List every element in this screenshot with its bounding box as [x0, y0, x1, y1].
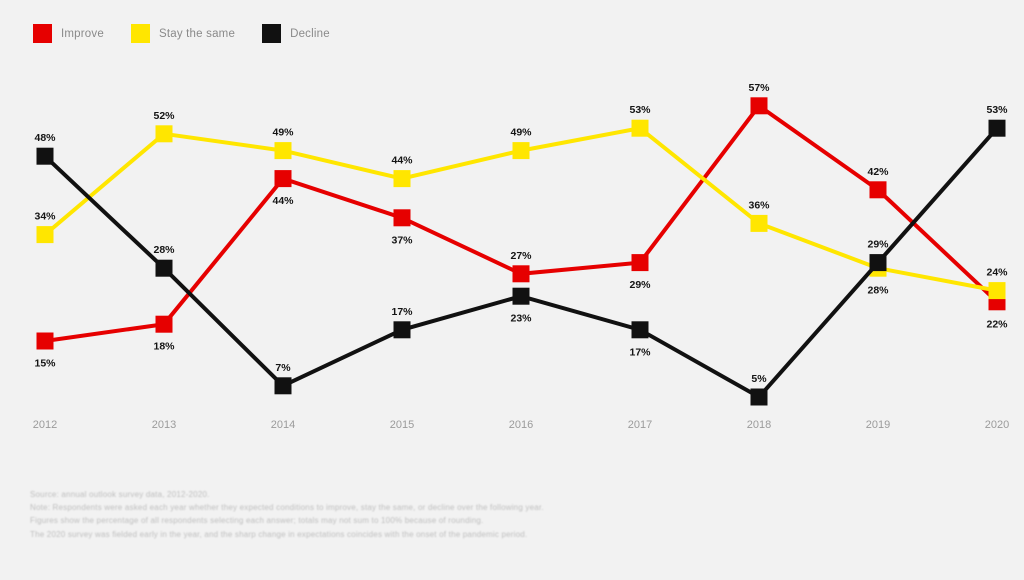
legend-item-decline: Decline — [262, 24, 330, 43]
data-label: 53% — [986, 104, 1008, 116]
data-label: 17% — [629, 346, 651, 358]
data-point-marker — [36, 147, 54, 165]
data-point-marker — [393, 321, 411, 339]
data-label: 57% — [748, 82, 770, 94]
line-chart: 15% 18% 44% 37% 27% 29% 57% 42% 22% 34% 52% 49% 44% 4… — [34, 82, 1008, 406]
data-label: 48% — [34, 132, 56, 144]
series-line-improve — [44, 103, 999, 343]
series-line-decline — [43, 126, 999, 400]
data-point-marker — [869, 254, 887, 272]
data-point-marker — [36, 226, 54, 244]
data-label: 29% — [629, 279, 651, 291]
data-point-marker — [750, 97, 768, 115]
data-label: 44% — [272, 195, 294, 207]
data-label: 22% — [986, 318, 1008, 330]
legend-label: Improve — [61, 27, 104, 40]
x-axis-tick-2016: 2016 — [508, 419, 534, 431]
data-point-marker — [274, 142, 292, 160]
data-point-marker — [155, 125, 173, 143]
data-point-marker — [631, 119, 649, 137]
data-label: 44% — [391, 155, 413, 167]
x-axis-tick-2020: 2020 — [984, 419, 1010, 431]
legend-item-stay-the-same: Stay the same — [130, 24, 236, 43]
x-axis-tick-2014: 2014 — [270, 419, 296, 431]
data-label: 7% — [275, 362, 291, 374]
data-label: 34% — [34, 211, 56, 223]
data-label: 23% — [510, 313, 532, 325]
data-label: 53% — [629, 104, 651, 116]
legend-label: Stay the same — [158, 27, 236, 40]
footnote-line: The 2020 survey was fielded early in the… — [30, 529, 528, 539]
data-label: 42% — [867, 166, 889, 178]
footnote-line: Source: annual outlook survey data, 2012… — [30, 490, 210, 499]
data-point-marker — [512, 287, 530, 305]
data-point-marker — [631, 254, 649, 272]
x-axis-tick-2019: 2019 — [865, 419, 891, 431]
legend-swatch-icon — [262, 24, 282, 43]
data-point-marker — [36, 332, 54, 350]
data-point-marker — [750, 214, 768, 232]
legend-swatch-icon — [33, 24, 52, 43]
x-axis-tick-2018: 2018 — [746, 419, 772, 431]
data-label: 28% — [153, 244, 175, 256]
data-label: 37% — [391, 234, 413, 246]
data-label: 36% — [748, 199, 770, 211]
data-label: 29% — [867, 239, 889, 251]
data-point-marker — [155, 315, 173, 333]
data-label: 5% — [751, 373, 767, 385]
data-point-marker — [869, 181, 887, 199]
data-label: 18% — [153, 341, 175, 353]
data-label: 27% — [510, 250, 532, 262]
data-point-marker — [274, 170, 292, 188]
data-label: 49% — [272, 127, 294, 139]
legend-label: Decline — [290, 27, 330, 40]
legend-swatch-icon — [130, 24, 150, 43]
data-point-marker — [393, 209, 411, 227]
footnote-line: Note: Respondents were asked each year w… — [30, 503, 544, 513]
data-label: 15% — [34, 358, 56, 370]
data-point-marker — [988, 282, 1006, 300]
x-axis-tick-2015: 2015 — [389, 419, 415, 431]
x-axis-tick-2017: 2017 — [627, 419, 653, 431]
data-label: 52% — [153, 110, 175, 122]
footnote: Source: annual outlook survey data, 2012… — [30, 488, 670, 541]
data-point-marker — [155, 259, 173, 277]
x-axis-tick-2012: 2012 — [32, 419, 58, 431]
data-point-marker — [631, 321, 649, 339]
legend-item-improve: Improve — [33, 24, 104, 43]
data-label: 49% — [510, 127, 532, 139]
data-label: 28% — [867, 285, 889, 297]
data-point-marker — [750, 388, 768, 406]
data-point-marker — [274, 377, 292, 395]
data-point-marker — [393, 170, 411, 188]
data-label: 17% — [391, 306, 413, 318]
x-axis-tick-2013: 2013 — [151, 419, 177, 431]
footnote-line: Figures show the percentage of all respo… — [30, 516, 484, 526]
data-point-marker — [512, 265, 530, 283]
data-point-marker — [512, 142, 530, 160]
data-point-marker — [988, 119, 1006, 137]
data-label: 24% — [986, 267, 1008, 279]
chart-legend: Improve Stay the same Decline — [33, 24, 357, 43]
